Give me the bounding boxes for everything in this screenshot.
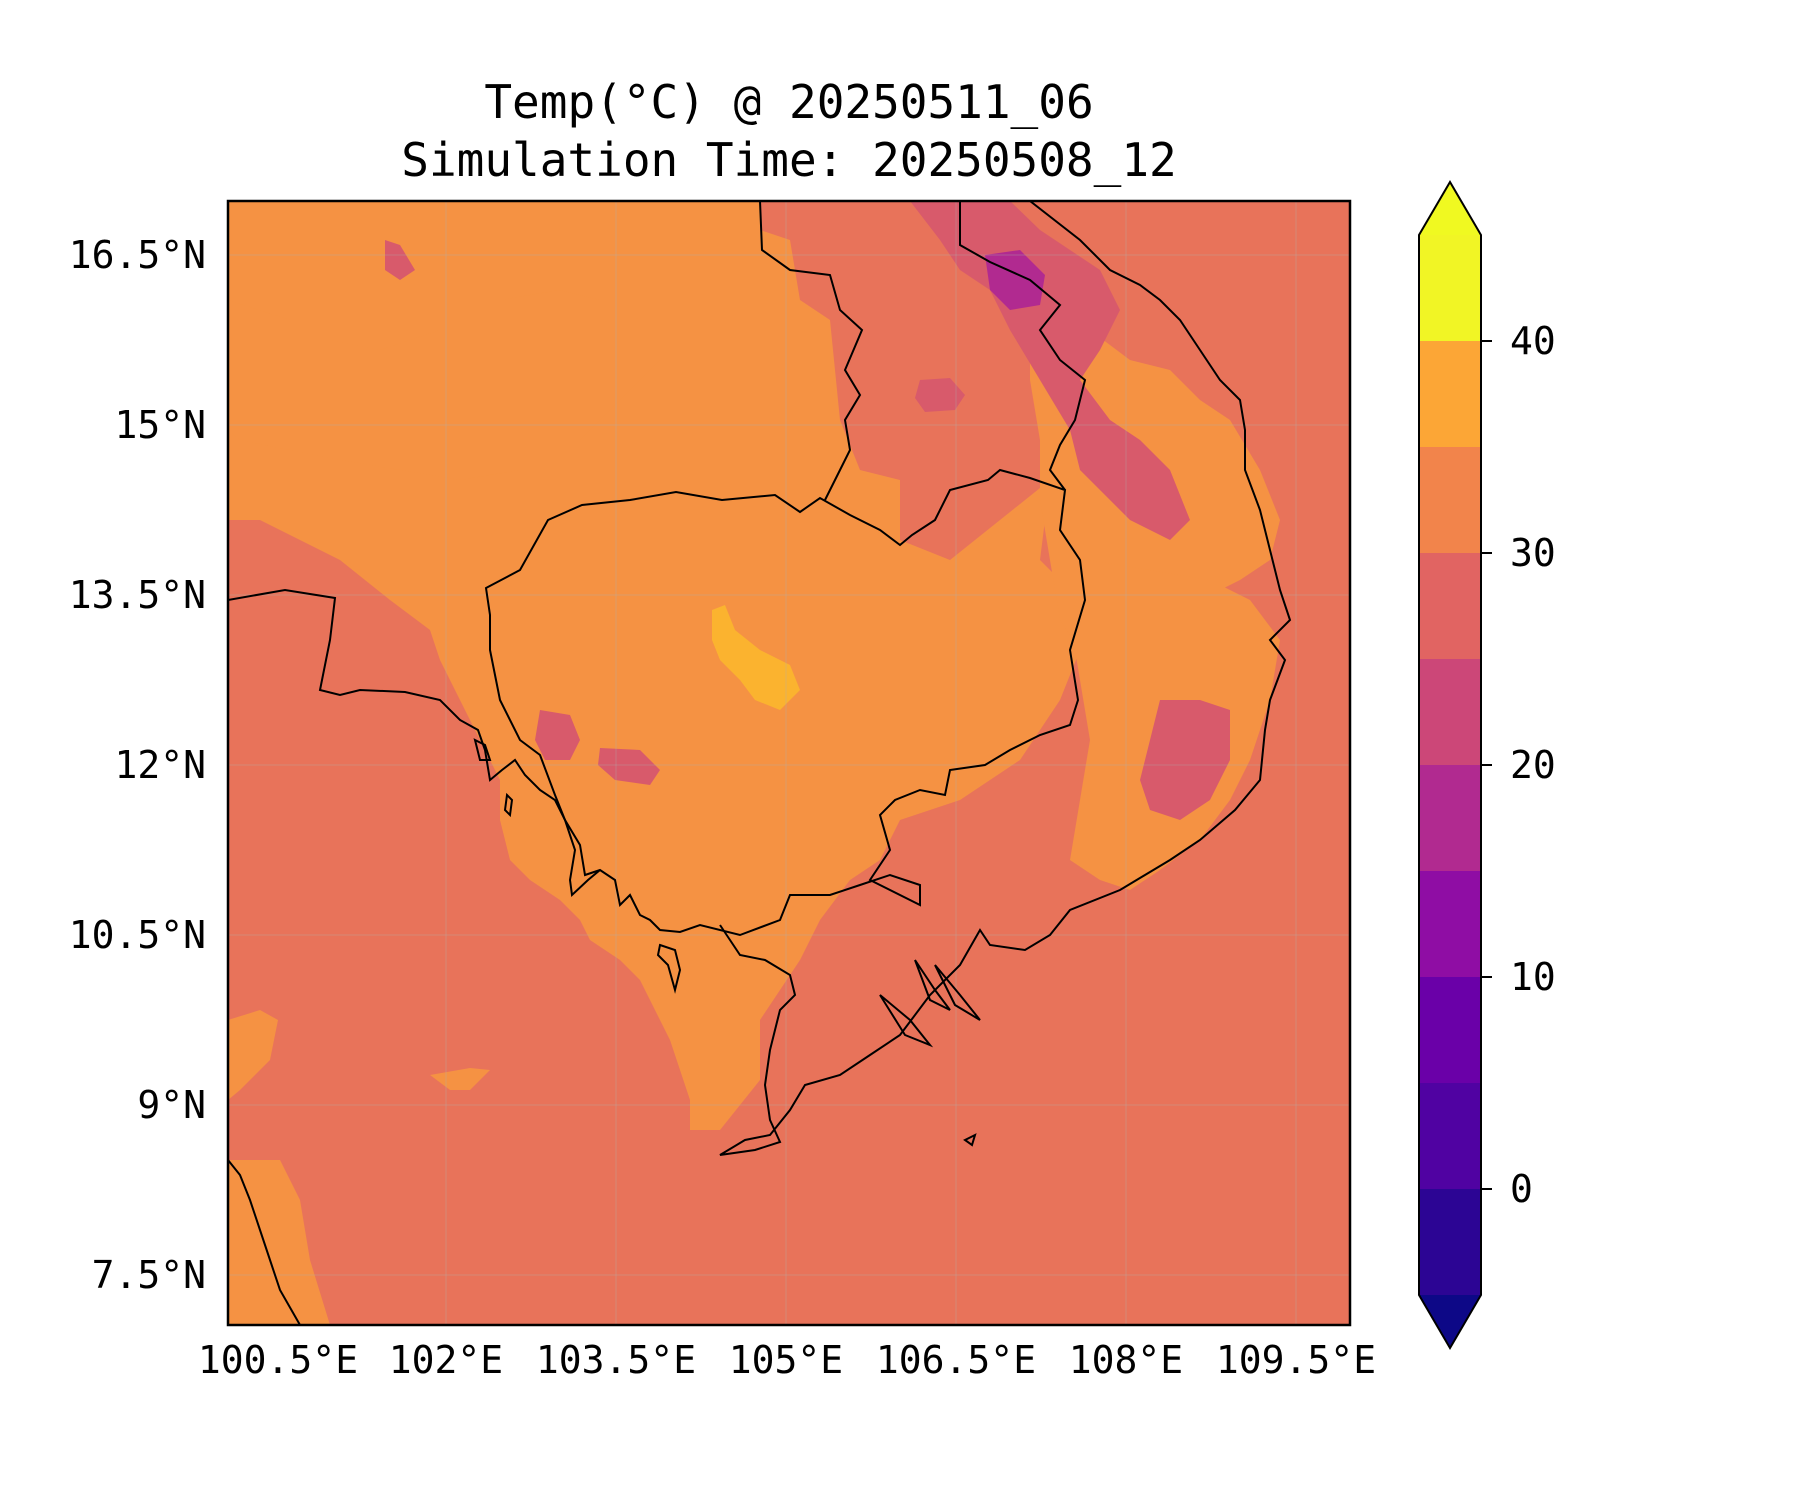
contour-15-20-peak: [985, 250, 1045, 310]
contour-20-25-cardamom: [535, 710, 580, 760]
colorbar-seg-25-30: [1419, 553, 1481, 659]
temperature-contours: [228, 201, 1280, 1325]
contour-30-35-w: [228, 1010, 278, 1100]
colorbar-tick-label: 20: [1510, 743, 1556, 787]
colorbar-seg-15-20: [1419, 765, 1481, 871]
contour-35-40-hotspot: [712, 605, 800, 710]
colorbar-seg-40-45: [1419, 235, 1481, 341]
lon-tick-label: 106.5°E: [875, 1338, 1037, 1382]
colorbar-seg-10-15: [1419, 871, 1481, 977]
phu-quoc: [656, 943, 682, 994]
lat-tick-label: 13.5°N: [68, 573, 206, 617]
colorbar-tick-label: 0: [1510, 1167, 1533, 1211]
lat-tick-label: 15°N: [114, 403, 206, 447]
contour-30-35-gulf: [430, 1068, 490, 1090]
colorbar-tick-label: 30: [1510, 531, 1556, 575]
mekong-islands-1: [914, 959, 951, 1011]
contour-20-25-nw: [385, 240, 415, 280]
colorbar-extend-bottom: [1419, 1295, 1481, 1348]
contour-30-35-north: [228, 290, 660, 480]
colorbar-seg-35-40: [1419, 341, 1481, 447]
gridlines: [228, 201, 1350, 1325]
colorbar-seg-30-35: [1419, 447, 1481, 553]
figure-title-line-1: Temp(°C) @ 20250511_06: [484, 75, 1094, 129]
map-frame: [226, 199, 1352, 1327]
coastline-and-borders: [228, 201, 1292, 1325]
colorbar-seg-20-25: [1419, 659, 1481, 765]
koh-kong: [473, 738, 492, 761]
lon-tick-label: 103.5°E: [535, 1338, 697, 1382]
colorbar-seg-0-5: [1419, 1083, 1481, 1189]
mekong-islands-3: [879, 994, 934, 1048]
koh-rong: [503, 792, 514, 818]
lon-tick-label: 105°E: [728, 1338, 844, 1382]
lat-tick-label: 10.5°N: [68, 913, 206, 957]
contour-20-25-cardamom-2: [598, 748, 660, 785]
lon-tick-label: 100.5°E: [197, 1338, 359, 1382]
lon-tick-label: 109.5°E: [1215, 1338, 1377, 1382]
lat-tick-label: 16.5°N: [68, 233, 206, 277]
colorbar-tick-label: 40: [1510, 319, 1556, 363]
colorbar: [1418, 180, 1492, 1350]
vn-coast: [719, 201, 1292, 1156]
colorbar-seg-neg5-0: [1419, 1189, 1481, 1295]
cambodia-border: [484, 468, 1087, 937]
lon-tick-label: 108°E: [1068, 1338, 1184, 1382]
lat-tick-label: 12°N: [114, 743, 206, 787]
laos-thai-border: [759, 201, 864, 501]
colorbar-seg-5-10: [1419, 977, 1481, 1083]
lon-tick-label: 102°E: [388, 1338, 504, 1382]
contour-20-25-central: [1140, 700, 1230, 820]
colorbar-extend-top: [1419, 182, 1481, 235]
lat-tick-label: 9°N: [137, 1083, 206, 1127]
contour-30-35-sw: [228, 1160, 330, 1325]
thai-coast-east: [228, 588, 601, 898]
colorbar-outline: [1418, 180, 1482, 1350]
thai-coast-peninsula: [228, 1159, 301, 1325]
laos-vn-border: [959, 201, 1087, 491]
lat-tick-label: 7.5°N: [91, 1253, 206, 1297]
contour-20-25-lao-pl: [915, 378, 965, 412]
colorbar-tick-label: 10: [1510, 955, 1556, 999]
contour-20-25-annam: [910, 201, 1190, 540]
figure-title-line-2: Simulation Time: 20250508_12: [401, 133, 1177, 187]
con-dao: [963, 1133, 977, 1147]
mekong-islands-2: [934, 964, 981, 1021]
